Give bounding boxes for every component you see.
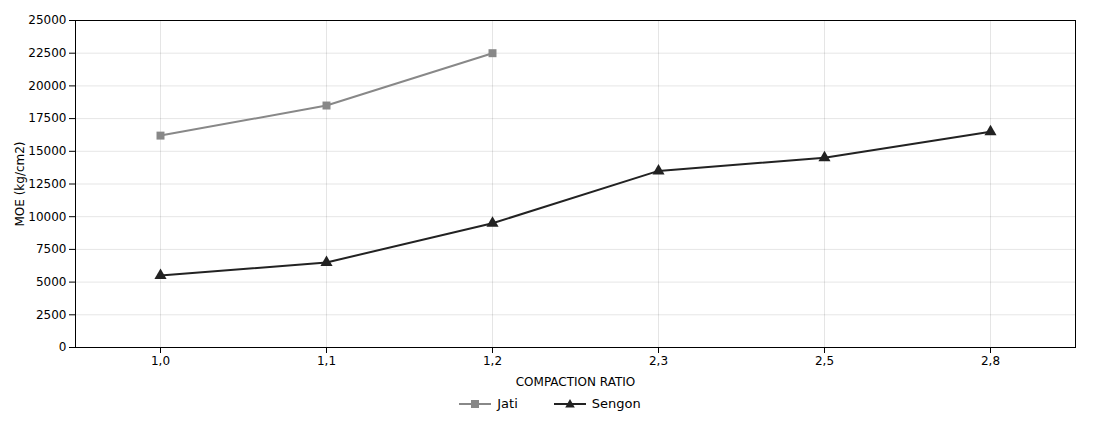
html-text:Sengon: Sengon: [591, 396, 641, 411]
svg-text:1,1: 1,1: [317, 354, 336, 368]
svg-text:25000: 25000: [28, 13, 66, 27]
svg-text:1,2: 1,2: [483, 354, 502, 368]
svg-text:7500: 7500: [36, 242, 67, 256]
svg-text:1,0: 1,0: [151, 354, 170, 368]
svg-text:5000: 5000: [36, 275, 67, 289]
svg-text:17500: 17500: [28, 111, 66, 125]
svg-text:15000: 15000: [28, 144, 66, 158]
svg-text:2,8: 2,8: [981, 354, 1000, 368]
svg-text:2,3: 2,3: [649, 354, 668, 368]
svg-text:2,5: 2,5: [815, 354, 834, 368]
svg-text:12500: 12500: [28, 177, 66, 191]
svg-text:MOE (kg/cm2): MOE (kg/cm2): [13, 141, 27, 226]
svg-text:0: 0: [59, 340, 67, 354]
svg-text:20000: 20000: [28, 79, 66, 93]
svg-text:22500: 22500: [28, 46, 66, 60]
html-text:Jati: Jati: [497, 396, 518, 411]
svg-text:10000: 10000: [28, 210, 66, 224]
svg-text:2500: 2500: [36, 308, 67, 322]
svg-text:COMPACTION RATIO: COMPACTION RATIO: [516, 375, 636, 389]
